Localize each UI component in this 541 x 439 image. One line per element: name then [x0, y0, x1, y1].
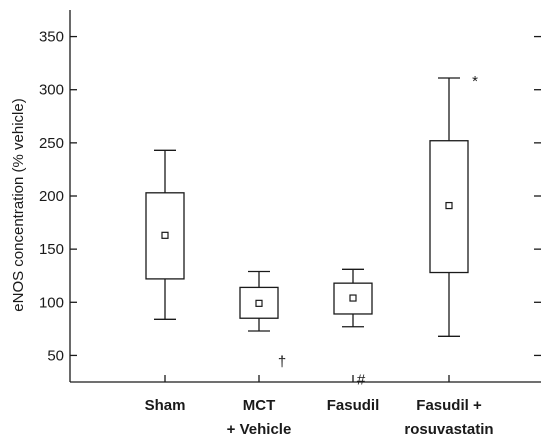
y-tick-label: 300 — [39, 82, 64, 99]
y-axis: 50 100 150 200 250 300 350 — [39, 10, 541, 382]
y-axis-title: eNOS concentration (% vehicle) — [10, 98, 27, 311]
box-group — [239, 270, 279, 332]
x-axis — [70, 375, 541, 383]
box-group — [429, 77, 469, 337]
boxes — [145, 77, 469, 337]
center-marker — [255, 299, 263, 307]
x-category-label: Fasudil + — [416, 397, 482, 414]
category-labels: Sham MCT + Vehicle Fasudil Fasudil + rosuvast… — [145, 397, 494, 438]
iqr-box — [429, 140, 469, 274]
center-marker — [349, 294, 357, 302]
center-marker — [161, 231, 169, 239]
center-marker — [445, 201, 453, 210]
box-group — [145, 149, 185, 320]
y-tick-label: 150 — [39, 241, 64, 258]
y-tick-label: 200 — [39, 188, 64, 205]
x-category-label: Fasudil — [327, 397, 380, 414]
annotations: † # * — [278, 73, 478, 388]
x-category-label: Sham — [145, 397, 186, 414]
significance-marker: † — [278, 353, 286, 370]
significance-marker: * — [472, 73, 478, 90]
x-category-label: rosuvastatin — [404, 421, 493, 438]
box-group — [333, 268, 373, 328]
y-tick-label: 250 — [39, 135, 64, 152]
y-tick-label: 350 — [39, 29, 64, 46]
y-tick-label: 100 — [39, 294, 64, 311]
x-category-label: MCT — [243, 397, 276, 414]
y-tick-label: 50 — [47, 347, 64, 364]
significance-marker: # — [357, 371, 366, 388]
x-category-label: + Vehicle — [227, 421, 292, 438]
